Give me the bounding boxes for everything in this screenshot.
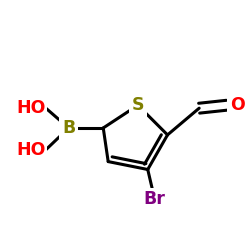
Text: HO: HO bbox=[16, 141, 46, 159]
Text: O: O bbox=[230, 96, 244, 114]
Text: HO: HO bbox=[16, 99, 46, 117]
Text: Br: Br bbox=[144, 190, 166, 208]
Text: S: S bbox=[132, 96, 144, 114]
Text: B: B bbox=[62, 119, 75, 137]
